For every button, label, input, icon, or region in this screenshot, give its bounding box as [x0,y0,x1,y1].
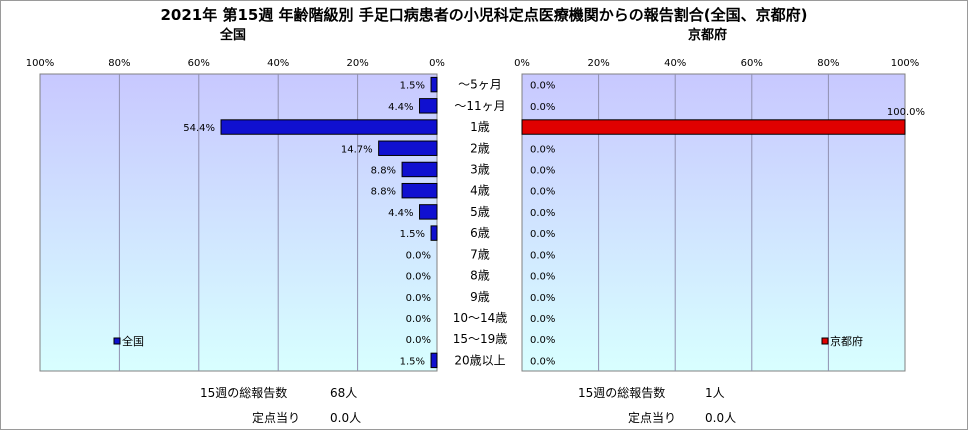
national-bar [430,352,438,369]
category-label: ～11ヶ月 [454,99,505,113]
category-label: 3歳 [470,162,490,176]
national-tick-label: 0% [429,58,445,69]
kyoto-data-label: 100.0% [887,107,925,118]
category-label: ～5ヶ月 [458,78,502,92]
chart-title: 2021年 第15週 年齢階級別 手足口病患者の小児科定点医療機関からの報告割合… [160,6,808,24]
category-label: 15～19歳 [453,332,508,346]
kyoto-data-label: 0.0% [530,293,555,304]
category-label: 5歳 [470,205,490,219]
kyoto-tick-label: 40% [664,58,686,69]
kyoto-data-label: 0.0% [530,272,555,283]
kyoto-tick-label: 80% [817,58,839,69]
national-data-label: 0.0% [406,335,431,346]
kyoto-data-label: 0.0% [530,144,555,155]
kyoto-total-value: 1人 [705,386,725,400]
national-bar [430,76,438,93]
kyoto-per-site-value: 0.0人 [705,411,737,425]
national-data-label: 1.5% [400,229,425,240]
category-label: 4歳 [470,184,490,198]
category-label: 20歳以上 [454,353,505,367]
national-tick-label: 80% [108,58,130,69]
national-legend-label: 全国 [122,334,144,348]
national-bar [419,98,438,114]
national-bar [419,204,438,220]
category-label: 10～14歳 [453,311,508,325]
category-label: 1歳 [470,120,490,134]
national-data-label: 0.0% [406,314,431,325]
kyoto-per-site-label: 定点当り [628,411,677,425]
national-tick-label: 60% [188,58,210,69]
kyoto-tick-label: 20% [587,58,609,69]
national-data-label: 4.4% [388,208,413,219]
category-label: 8歳 [470,269,490,283]
kyoto-legend-swatch [821,337,829,345]
category-label: 7歳 [470,247,490,261]
kyoto-data-label: 0.0% [530,356,555,367]
kyoto-data-label: 0.0% [530,229,555,240]
kyoto-total-label: 15週の総報告数 [578,386,666,400]
kyoto-legend-label: 京都府 [830,334,863,348]
national-per-site-label: 定点当り [252,411,301,425]
kyoto-data-label: 0.0% [530,102,555,113]
national-legend-swatch [113,337,121,345]
category-label: 9歳 [470,290,490,304]
national-per-site-value: 0.0人 [330,411,362,425]
national-bar [430,225,438,241]
national-data-label: 8.8% [371,187,396,198]
kyoto-data-label: 0.0% [530,81,555,92]
national-data-label: 1.5% [400,356,425,367]
national-data-label: 1.5% [400,81,425,92]
kyoto-bar [521,119,906,135]
national-data-label: 0.0% [406,272,431,283]
national-chart-title: 全国 [220,28,247,43]
national-bar [401,161,438,178]
national-total-label: 15週の総報告数 [200,386,288,400]
national-total-value: 68人 [330,386,358,400]
kyoto-tick-label: 0% [514,58,530,69]
national-bar [220,119,438,135]
kyoto-tick-label: 100% [891,58,920,69]
national-tick-label: 20% [346,58,368,69]
category-label: 6歳 [470,226,490,240]
national-data-label: 8.8% [371,165,396,176]
national-plot-area [39,73,438,372]
national-data-label: 54.4% [183,123,215,134]
category-label: 2歳 [470,141,490,155]
national-tick-label: 100% [26,58,55,69]
kyoto-data-label: 0.0% [530,165,555,176]
kyoto-plot-area [521,73,906,372]
national-data-label: 4.4% [388,102,413,113]
kyoto-chart-title: 京都府 [688,28,728,43]
kyoto-data-label: 0.0% [530,187,555,198]
national-bar [401,182,438,199]
kyoto-data-label: 0.0% [530,208,555,219]
national-data-label: 0.0% [406,250,431,261]
kyoto-tick-label: 60% [741,58,763,69]
national-data-label: 0.0% [406,293,431,304]
kyoto-data-label: 0.0% [530,314,555,325]
national-tick-label: 40% [267,58,289,69]
national-data-label: 14.7% [341,144,373,155]
kyoto-data-label: 0.0% [530,250,555,261]
kyoto-data-label: 0.0% [530,335,555,346]
national-bar [378,140,438,156]
